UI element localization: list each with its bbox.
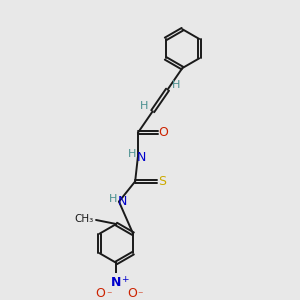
Text: H: H bbox=[128, 149, 136, 159]
Text: +: + bbox=[121, 274, 128, 284]
Text: CH₃: CH₃ bbox=[75, 214, 94, 224]
Text: N: N bbox=[137, 151, 146, 164]
Text: N: N bbox=[111, 275, 122, 289]
Text: H: H bbox=[172, 80, 180, 90]
Text: ⁻: ⁻ bbox=[137, 290, 143, 300]
Text: H: H bbox=[140, 101, 148, 111]
Text: O: O bbox=[127, 287, 137, 300]
Text: O: O bbox=[96, 287, 106, 300]
Text: O: O bbox=[159, 126, 168, 139]
Text: S: S bbox=[158, 175, 166, 188]
Text: N: N bbox=[118, 195, 127, 208]
Text: H: H bbox=[109, 194, 117, 204]
Text: ⁻: ⁻ bbox=[106, 290, 112, 300]
